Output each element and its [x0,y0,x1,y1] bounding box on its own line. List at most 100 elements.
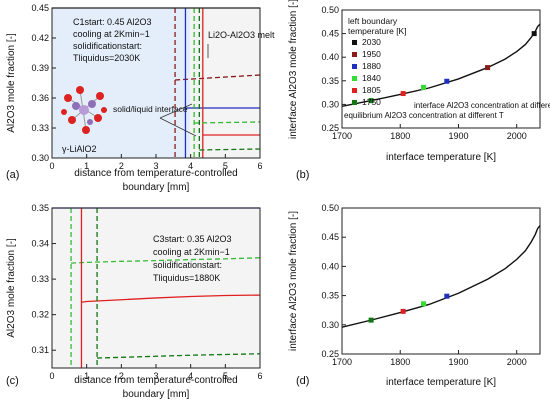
data-point-2 [421,301,427,307]
legend-label-2: 1880 [362,61,381,71]
series-line-5 [199,148,261,151]
legend-marker-0 [352,40,357,45]
axes-frame-d [341,207,541,355]
legend-label-4: 1805 [362,85,381,95]
y-axis-label-b: interface Al2O3 mole fraction [-] [288,0,299,139]
legend-b: left boundary 2030 1950 1880 1840 1805 1750 te… [348,16,407,107]
panel-d: 1700 1800 1900 2000 0.25 0.30 0.35 0.40 0.45 0.50… [288,203,541,388]
x-axis-label-b: interface temperature [K] [386,152,496,163]
x-tick-label: 2000 [507,357,527,367]
annotation-cooling-c: cooling at 2Kmin−1 [153,247,230,257]
annotation-tliquidus-a: Tliquidus=2030K [73,53,140,63]
equilibrium-curve [341,225,541,328]
series-line-4 [194,121,261,124]
y-tick-label: 0.25 [321,349,339,359]
y-tick-label: 0.25 [321,123,339,133]
panel-label-d: (d) [296,375,309,387]
x-tick-label: 1900 [448,357,468,367]
y-tick-label: 0.36 [31,93,49,103]
y-tick-label: 0.35 [321,291,339,301]
y-tick-label: 0.30 [321,99,339,109]
y-tick-label: 0.30 [321,320,339,330]
x-tick-label: 1 [84,371,89,381]
y-tick-label: 0.30 [31,153,49,163]
legend-marker-3 [352,76,357,81]
y-tick-label: 0.34 [31,239,49,249]
legend-marker-5 [352,100,357,105]
legend-label-3: 1840 [362,73,381,83]
panel-label-c: (c) [6,375,19,387]
x-tick-label: 6 [257,371,262,381]
y-axis-label-c: Al2O3 mole fraction [-] [6,238,17,338]
data-point-2 [444,78,450,84]
annotation-solidification-c: solidificationstart: [153,260,222,270]
x-tick-label: 1 [84,161,89,171]
y-tick-label: 0.45 [31,3,49,13]
data-point-1 [485,65,491,71]
crystal-structure-image [61,86,107,134]
x-tick-label: 5 [223,371,228,381]
y-tick-label: 0.45 [321,232,339,242]
x-axis-label-a-line2: boundary [mm] [123,182,190,193]
data-point-0 [368,317,374,323]
legend-marker-2 [352,64,357,69]
y-tick-label: 0.33 [31,123,49,133]
x-tick-label: 2 [119,371,124,381]
legend-title-b-line2: temperature [K] [348,26,407,36]
x-tick-label: 1700 [332,131,352,141]
legend-label-1: 1950 [362,49,381,59]
x-tick-label: 6 [257,161,262,171]
x-tick-label: 1800 [390,357,410,367]
panel-c: 0 1 2 3 4 5 6 0.31 0.32 0.33 0.34 0.35 C3start: 0.3… [6,203,263,400]
data-point-4 [400,91,406,97]
x-tick-label: 3 [153,161,158,171]
panel-label-a: (a) [6,169,19,181]
x-tick-label: 2000 [507,131,527,141]
annotation-cooling-a: cooling at 2Kmin−1 [73,29,150,39]
y-tick-label: 0.33 [31,274,49,284]
legend-label-0: 2030 [362,37,381,47]
legend-label-5: 1750 [362,97,381,107]
y-tick-label: 0.39 [31,63,49,73]
annotation-crystal-a: γ-LiAlO2 [62,144,97,154]
y-axis-label-a: Al2O3 mole fraction [-] [6,33,17,133]
solid-region-a [52,8,190,158]
arrow-interface-1 [159,103,193,119]
x-axis-label-d: interface temperature [K] [386,377,496,388]
x-tick-label: 0 [49,371,54,381]
x-tick-label: 5 [223,161,228,171]
y-tick-label: 0.45 [321,29,339,39]
plot-area-c [52,208,260,368]
legend-marker-4 [352,88,357,93]
x-axis-label-c: distance from temperature-controlled [74,375,237,386]
annotation-tliquidus-c: Tliquidus=1880K [153,273,220,283]
x-tick-label: 1700 [332,357,352,367]
annotation-equilibrium-b: equilibrium Al2O3 concentration at diffe… [344,111,504,120]
legend-title-b: left boundary [348,16,398,26]
annotation-start-a: C1start: 0.45 Al2O3 [73,17,152,27]
annotation-interface-a: solid/liquid interface [113,104,188,114]
data-point-3 [421,84,427,90]
y-tick-label: 0.31 [31,345,49,355]
arrow-interface-2 [159,117,197,137]
annotation-start-c: C3start: 0.35 Al2O3 [153,234,232,244]
y-tick-label: 0.35 [321,76,339,86]
panel-b: 1700 1800 1900 2000 0.25 0.30 0.35 0.40 0.45 0.50… [288,0,550,181]
y-tick-label: 0.32 [31,310,49,320]
y-tick-label: 0.40 [321,261,339,271]
x-tick-label: 3 [153,371,158,381]
panel-a: 0 1 2 3 4 5 6 0.30 0.33 0.36 0.39 0.42 0.45 C1start:… [6,3,275,193]
annotation-interface-b: interface Al2O3 concentration at differe… [414,101,550,110]
axes-frame-b [341,9,541,129]
data-point-3 [444,293,450,299]
x-tick-label: 1900 [448,131,468,141]
x-axis-label-a: distance from temperature-controlled [74,168,237,179]
series-line-3 [97,353,261,359]
x-tick-label: 4 [188,371,193,381]
y-tick-label: 0.50 [321,5,339,15]
legend-marker-1 [352,52,357,57]
panel-label-b: (b) [296,169,309,181]
y-tick-label: 0.50 [321,203,339,213]
data-point-1 [400,308,406,314]
